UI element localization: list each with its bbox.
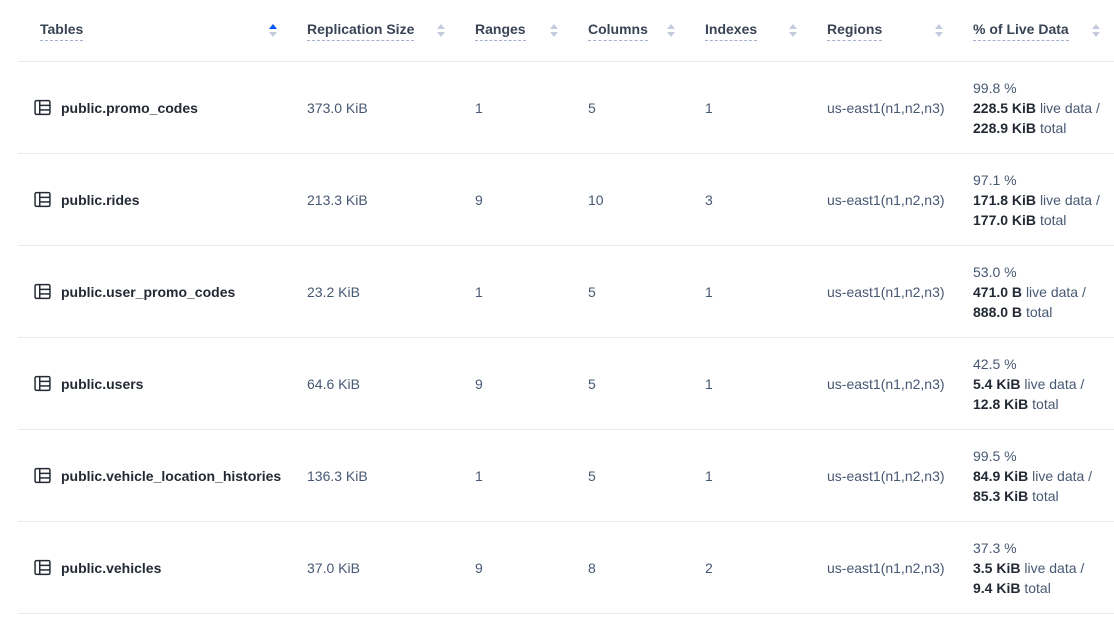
total-data-line: 228.9 KiB total (973, 119, 1067, 136)
tables-grid: Tables Replication Size Ranges Columns I… (18, 0, 1114, 614)
total-data-line: 888.0 B total (973, 303, 1053, 320)
table-name-link[interactable]: public.user_promo_codes (61, 283, 236, 300)
column-header-tables[interactable]: Tables (18, 0, 291, 62)
regions-cell: us-east1(n1,n2,n3) (811, 522, 957, 614)
column-header-ranges[interactable]: Ranges (459, 0, 572, 62)
indexes-cell: 2 (689, 522, 811, 614)
indexes-cell: 1 (689, 62, 811, 154)
column-header-label: Tables (40, 21, 84, 41)
table-name-link[interactable]: public.rides (61, 191, 140, 208)
ranges-cell: 1 (459, 62, 572, 154)
sort-icon (550, 24, 558, 37)
sort-icon (935, 24, 943, 37)
table-icon (34, 283, 51, 300)
table-name-cell[interactable]: public.rides (18, 154, 291, 246)
replication-size-cell: 64.6 KiB (291, 338, 459, 430)
live-data-cell: 53.0 % 471.0 B live data / 888.0 B total (957, 246, 1114, 338)
live-data-line: 171.8 KiB live data / (973, 191, 1100, 208)
table-name-link[interactable]: public.vehicles (61, 559, 162, 576)
live-data-cell: 99.5 % 84.9 KiB live data / 85.3 KiB tot… (957, 430, 1114, 522)
replication-size-cell: 37.0 KiB (291, 522, 459, 614)
live-data-percent: 97.1 % (973, 171, 1017, 188)
live-data-cell: 97.1 % 171.8 KiB live data / 177.0 KiB t… (957, 154, 1114, 246)
table-icon (34, 559, 51, 576)
live-data-cell: 42.5 % 5.4 KiB live data / 12.8 KiB tota… (957, 338, 1114, 430)
table-name-cell[interactable]: public.vehicles (18, 522, 291, 614)
sort-icon (1092, 24, 1100, 37)
columns-cell: 5 (572, 62, 689, 154)
live-data-cell: 37.3 % 3.5 KiB live data / 9.4 KiB total (957, 522, 1114, 614)
regions-cell: us-east1(n1,n2,n3) (811, 154, 957, 246)
live-data-line: 471.0 B live data / (973, 283, 1086, 300)
table-icon (34, 99, 51, 116)
live-data-percent: 99.8 % (973, 79, 1017, 96)
live-data-line: 3.5 KiB live data / (973, 559, 1085, 576)
columns-cell: 10 (572, 154, 689, 246)
total-data-line: 85.3 KiB total (973, 487, 1059, 504)
regions-cell: us-east1(n1,n2,n3) (811, 62, 957, 154)
column-header-indexes[interactable]: Indexes (689, 0, 811, 62)
sort-asc-icon (269, 24, 277, 37)
table-icon (34, 191, 51, 208)
table-name-link[interactable]: public.users (61, 375, 144, 392)
ranges-cell: 9 (459, 338, 572, 430)
column-header-regions[interactable]: Regions (811, 0, 957, 62)
live-data-percent: 53.0 % (973, 263, 1017, 280)
live-data-line: 5.4 KiB live data / (973, 375, 1085, 392)
ranges-cell: 1 (459, 430, 572, 522)
replication-size-cell: 213.3 KiB (291, 154, 459, 246)
total-data-line: 12.8 KiB total (973, 395, 1059, 412)
column-header-label: Regions (827, 21, 883, 41)
columns-cell: 8 (572, 522, 689, 614)
columns-cell: 5 (572, 246, 689, 338)
table-icon (34, 375, 51, 392)
column-header-label: % of Live Data (973, 21, 1069, 41)
replication-size-cell: 136.3 KiB (291, 430, 459, 522)
table-name-cell[interactable]: public.users (18, 338, 291, 430)
column-header-label: Replication Size (307, 21, 415, 41)
columns-cell: 5 (572, 338, 689, 430)
column-header-label: Ranges (475, 21, 526, 41)
indexes-cell: 3 (689, 154, 811, 246)
sort-icon (667, 24, 675, 37)
columns-cell: 5 (572, 430, 689, 522)
table-name-cell[interactable]: public.vehicle_location_histories (18, 430, 291, 522)
ranges-cell: 1 (459, 246, 572, 338)
indexes-cell: 1 (689, 430, 811, 522)
table-name-cell[interactable]: public.promo_codes (18, 62, 291, 154)
column-header-columns[interactable]: Columns (572, 0, 689, 62)
regions-cell: us-east1(n1,n2,n3) (811, 430, 957, 522)
total-data-line: 177.0 KiB total (973, 211, 1067, 228)
ranges-cell: 9 (459, 154, 572, 246)
sort-icon (789, 24, 797, 37)
ranges-cell: 9 (459, 522, 572, 614)
table-icon (34, 467, 51, 484)
indexes-cell: 1 (689, 246, 811, 338)
table-name-link[interactable]: public.promo_codes (61, 99, 198, 116)
regions-cell: us-east1(n1,n2,n3) (811, 246, 957, 338)
replication-size-cell: 373.0 KiB (291, 62, 459, 154)
live-data-percent: 42.5 % (973, 355, 1017, 372)
live-data-cell: 99.8 % 228.5 KiB live data / 228.9 KiB t… (957, 62, 1114, 154)
column-header-label: Indexes (705, 21, 758, 41)
table-name-link[interactable]: public.vehicle_location_histories (61, 467, 282, 484)
column-header-replication-size[interactable]: Replication Size (291, 0, 459, 62)
live-data-line: 84.9 KiB live data / (973, 467, 1093, 484)
sort-icon (437, 24, 445, 37)
live-data-percent: 99.5 % (973, 447, 1017, 464)
indexes-cell: 1 (689, 338, 811, 430)
column-header-live-data[interactable]: % of Live Data (957, 0, 1114, 62)
total-data-line: 9.4 KiB total (973, 579, 1051, 596)
live-data-percent: 37.3 % (973, 539, 1017, 556)
table-name-cell[interactable]: public.user_promo_codes (18, 246, 291, 338)
regions-cell: us-east1(n1,n2,n3) (811, 338, 957, 430)
replication-size-cell: 23.2 KiB (291, 246, 459, 338)
live-data-line: 228.5 KiB live data / (973, 99, 1100, 116)
column-header-label: Columns (588, 21, 648, 41)
